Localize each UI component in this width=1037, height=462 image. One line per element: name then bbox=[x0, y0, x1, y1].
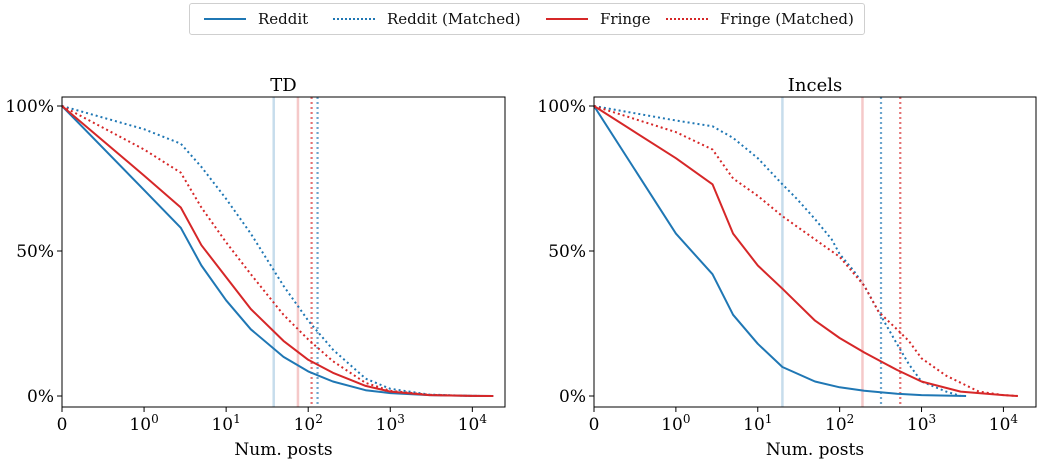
x-tick-label: 100 bbox=[661, 412, 690, 435]
series-line-fringe-matched bbox=[593, 105, 1018, 397]
x-tick-label: 104 bbox=[989, 412, 1019, 435]
x-tick-exponent: 0 bbox=[151, 412, 159, 426]
x-tick-label: 101 bbox=[211, 412, 240, 435]
series-line-reddit-matched bbox=[593, 105, 961, 397]
y-tick-label: 50% bbox=[16, 242, 54, 262]
chart-title: Incels bbox=[788, 75, 842, 96]
x-tick-exponent: 2 bbox=[847, 412, 855, 426]
x-axis-label: Num. posts bbox=[234, 440, 332, 460]
series-line-fringe bbox=[61, 105, 494, 397]
x-tick-exponent: 4 bbox=[479, 412, 487, 426]
legend-swatch-reddit-matched bbox=[333, 18, 375, 20]
x-tick-base: 10 bbox=[661, 415, 683, 435]
x-tick-base: 10 bbox=[989, 415, 1011, 435]
x-tick-label: 103 bbox=[376, 412, 405, 435]
plot-frame bbox=[61, 96, 506, 408]
legend-label-reddit-matched: Reddit (Matched) bbox=[387, 10, 521, 28]
x-tick-label: 0 bbox=[589, 415, 600, 435]
x-tick-exponent: 2 bbox=[315, 412, 323, 426]
x-axis-label: Num. posts bbox=[766, 440, 864, 460]
x-tick-label: 102 bbox=[294, 412, 323, 435]
series-line-reddit bbox=[61, 105, 494, 397]
y-tick-label: 100% bbox=[537, 97, 586, 117]
y-tick-label: 0% bbox=[27, 387, 54, 407]
legend-label-fringe: Fringe bbox=[600, 10, 651, 28]
legend-item-reddit[interactable]: Reddit bbox=[204, 4, 308, 34]
legend-swatch-fringe bbox=[546, 18, 588, 20]
x-tick-label: 100 bbox=[129, 412, 158, 435]
chart-title: TD bbox=[270, 75, 296, 96]
x-tick-label: 102 bbox=[825, 412, 854, 435]
series-line-reddit bbox=[593, 105, 967, 397]
x-tick-label: 104 bbox=[458, 412, 488, 435]
x-tick-exponent: 1 bbox=[233, 412, 241, 426]
legend: Reddit Reddit (Matched) Fringe Fringe (M… bbox=[189, 3, 865, 35]
x-tick-base: 10 bbox=[129, 415, 151, 435]
x-tick-exponent: 0 bbox=[683, 412, 691, 426]
x-tick-base: 10 bbox=[458, 415, 480, 435]
legend-swatch-reddit bbox=[204, 18, 246, 20]
y-tick-label: 100% bbox=[5, 97, 54, 117]
x-tick-base: 10 bbox=[743, 415, 765, 435]
legend-label-fringe-matched: Fringe (Matched) bbox=[720, 10, 854, 28]
x-tick-exponent: 1 bbox=[765, 412, 773, 426]
x-tick-base: 0 bbox=[57, 415, 68, 435]
x-tick-base: 10 bbox=[376, 415, 398, 435]
x-tick-exponent: 3 bbox=[929, 412, 937, 426]
legend-item-fringe[interactable]: Fringe bbox=[546, 4, 651, 34]
x-tick-base: 10 bbox=[825, 415, 847, 435]
x-tick-label: 103 bbox=[907, 412, 936, 435]
y-tick-label: 0% bbox=[559, 387, 586, 407]
x-tick-label: 101 bbox=[743, 412, 772, 435]
x-tick-base: 0 bbox=[589, 415, 600, 435]
x-tick-label: 0 bbox=[57, 415, 68, 435]
legend-label-reddit: Reddit bbox=[258, 10, 309, 28]
y-tick-label: 50% bbox=[548, 242, 586, 262]
series-line-fringe bbox=[593, 105, 1018, 397]
x-tick-exponent: 4 bbox=[1010, 412, 1018, 426]
legend-swatch-fringe-matched bbox=[666, 18, 708, 20]
x-tick-base: 10 bbox=[211, 415, 233, 435]
legend-item-reddit-matched[interactable]: Reddit (Matched) bbox=[333, 4, 521, 34]
series-line-reddit-matched bbox=[61, 105, 494, 397]
x-tick-exponent: 3 bbox=[397, 412, 405, 426]
plot-frame bbox=[593, 96, 1037, 408]
x-tick-base: 10 bbox=[294, 415, 316, 435]
legend-item-fringe-matched[interactable]: Fringe (Matched) bbox=[666, 4, 854, 34]
x-tick-base: 10 bbox=[907, 415, 929, 435]
